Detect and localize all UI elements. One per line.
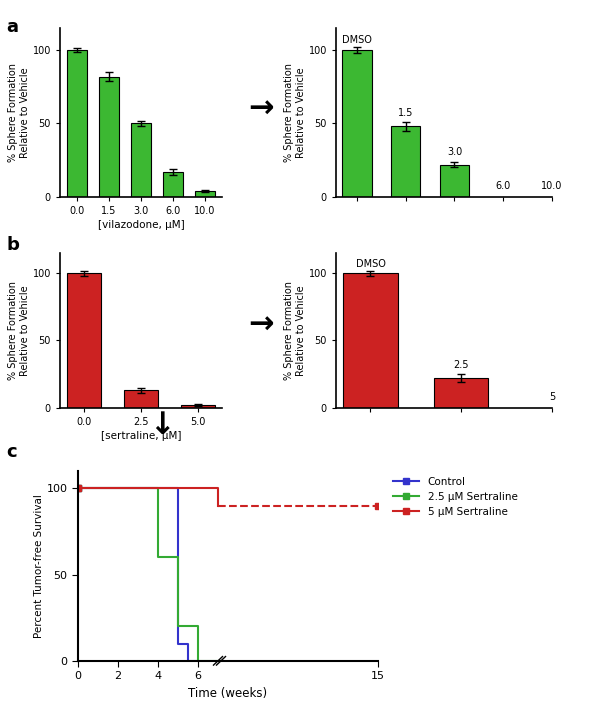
Text: c: c bbox=[6, 443, 17, 461]
Bar bbox=[434, 378, 488, 408]
Bar bbox=[67, 50, 86, 197]
Text: ↓: ↓ bbox=[149, 411, 175, 440]
Text: 3.0: 3.0 bbox=[447, 147, 462, 157]
Text: 2.5: 2.5 bbox=[454, 360, 469, 370]
Bar bbox=[163, 172, 182, 197]
Bar bbox=[124, 390, 158, 408]
Bar bbox=[391, 127, 421, 197]
Bar bbox=[343, 273, 398, 408]
Text: →: → bbox=[248, 94, 274, 124]
Text: DMSO: DMSO bbox=[356, 259, 385, 269]
Legend: Control, 2.5 μM Sertraline, 5 μM Sertraline: Control, 2.5 μM Sertraline, 5 μM Sertral… bbox=[389, 472, 522, 521]
X-axis label: Time (weeks): Time (weeks) bbox=[188, 687, 268, 699]
Text: DMSO: DMSO bbox=[342, 35, 372, 45]
Bar bbox=[131, 124, 151, 197]
Bar bbox=[181, 405, 215, 408]
X-axis label: [sertraline, μM]: [sertraline, μM] bbox=[101, 431, 181, 441]
Text: →: → bbox=[248, 311, 274, 340]
Text: 1.5: 1.5 bbox=[398, 108, 413, 117]
Bar bbox=[196, 191, 215, 197]
X-axis label: [vilazodone, μM]: [vilazodone, μM] bbox=[98, 220, 184, 230]
Y-axis label: Percent Tumor-free Survival: Percent Tumor-free Survival bbox=[34, 494, 44, 638]
Text: 6.0: 6.0 bbox=[496, 181, 511, 191]
Text: 5: 5 bbox=[549, 392, 555, 402]
Bar bbox=[343, 50, 371, 197]
Text: b: b bbox=[6, 236, 19, 254]
Y-axis label: % Sphere Formation
Relative to Vehicle: % Sphere Formation Relative to Vehicle bbox=[284, 281, 306, 380]
Bar bbox=[100, 77, 119, 197]
Bar bbox=[67, 273, 101, 408]
Y-axis label: % Sphere Formation
Relative to Vehicle: % Sphere Formation Relative to Vehicle bbox=[8, 63, 30, 162]
Text: a: a bbox=[6, 18, 18, 36]
Bar bbox=[440, 165, 469, 197]
Y-axis label: % Sphere Formation
Relative to Vehicle: % Sphere Formation Relative to Vehicle bbox=[8, 281, 30, 380]
Text: 10.0: 10.0 bbox=[541, 181, 563, 191]
Y-axis label: % Sphere Formation
Relative to Vehicle: % Sphere Formation Relative to Vehicle bbox=[284, 63, 306, 162]
